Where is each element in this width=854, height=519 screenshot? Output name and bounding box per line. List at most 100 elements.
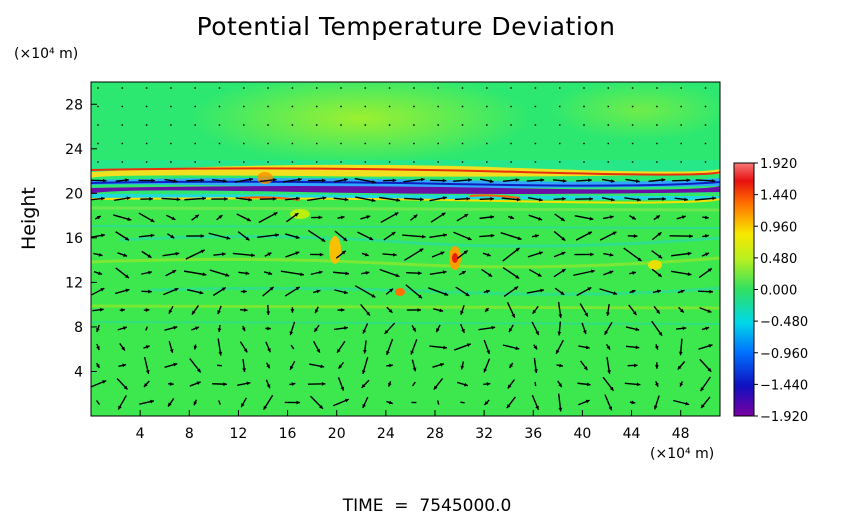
time-value: 7545000.0 [419,496,512,516]
wind-vector-head [217,310,221,315]
wind-vector-head [689,234,693,239]
wind-vector-head [295,251,300,255]
wind-vector-head [515,178,520,182]
wind-vector-head [275,233,279,238]
wind-vector-head [439,308,444,313]
x-tick-label: 20 [328,426,346,442]
y-tick-label: 24 [65,142,83,158]
wind-vector-head [486,350,490,355]
wind-vector-head [322,196,327,200]
colorbar-tick-label: −1.440 [760,378,808,393]
wind-vector-head [444,292,449,296]
wind-vector [184,197,206,201]
wind-vector [403,178,425,183]
wind-vector-head [171,216,176,220]
wind-vector-head [443,196,447,200]
wind-vector-head [443,345,448,350]
wind-vector-head [486,252,491,257]
wind-vector-head [686,178,691,183]
wind-vector-head [632,271,636,275]
wind-vector-head [369,236,374,241]
colorbar-tick-label: 0.480 [760,252,797,267]
wind-vector-head [607,370,611,374]
wind-vector-head [96,215,101,220]
wind-vector-head [704,215,709,220]
wind-vector-head [168,402,172,407]
wind-vector-head [637,257,642,261]
wind-vector-head [653,405,658,410]
wind-vector-head [585,345,590,350]
y-tick-label: 28 [65,97,83,113]
wind-vector [436,400,440,405]
wind-vector-head [685,401,690,406]
colorbar [733,162,755,417]
x-tick-label: 28 [426,426,444,442]
wind-vector-head [173,325,178,330]
wind-vector-head [687,272,692,276]
wind-vector-head [682,326,687,331]
wind-vector-head [150,233,155,238]
wind-vector-head [98,271,103,276]
wind-vector-head [194,214,199,219]
wind-vector-head [361,370,366,374]
wind-vector-head [515,274,520,279]
time-label: TIME [342,496,384,516]
wind-vector-head [319,252,324,257]
x-tick-label: 16 [279,426,297,442]
wind-vector-head [419,248,424,253]
wind-vector-head [172,270,177,274]
x-tick-label: 36 [524,426,542,442]
wind-vector-head [489,179,494,184]
wind-vector-head [532,309,537,314]
wind-vector-head [225,273,230,277]
wind-vector-head [485,289,490,294]
wind-vector-head [631,289,636,294]
wind-vector-head [609,215,614,220]
wind-vector-head [272,178,277,182]
wind-vector [502,247,520,262]
wind-vector-head [609,252,614,257]
wind-vector-head [538,216,543,221]
wind-vector-head [442,270,447,275]
wind-vector-head [460,310,464,315]
wind-vector-head [712,196,716,201]
wind-vector-head [509,363,514,368]
wind-vector-head [707,309,712,313]
colorbar-tick-label: −0.960 [760,347,808,362]
wind-vector-head [340,308,345,312]
wind-vector-head [127,217,132,221]
wind-vector-head [194,326,199,331]
wind-vector-head [344,326,348,330]
wind-vector-head [589,196,593,201]
wind-vector-head [679,308,684,313]
wind-vector-head [321,381,326,386]
wind-vector-head [145,370,150,374]
wind-vector-head [266,384,271,389]
wind-vector-head [657,232,662,237]
wind-vector-head [637,197,641,202]
time-equals: = [388,496,414,516]
time-readout: TIME = 7545000.0 [0,496,854,516]
wind-vector-head [533,345,538,350]
wind-vector-head [609,270,614,275]
wind-vector-head [589,216,594,221]
wind-vector-head [193,345,198,350]
wind-vector-head [483,368,488,373]
wind-vector-head [707,367,712,372]
x-tick-label: 8 [185,426,194,442]
wind-vector-head [709,289,713,294]
wind-vector-head [417,308,421,312]
wind-vector-head [466,343,471,347]
wind-vector-head [582,330,587,335]
colorbar-tick-label: 1.920 [760,157,797,172]
wind-vector-head [371,198,376,203]
wind-vector-head [561,251,566,256]
wind-vector-head [266,364,270,369]
wind-vector-head [490,196,494,201]
wind-vector-head [246,217,251,222]
colorbar-tick-label: 0.000 [760,284,797,299]
wind-vector [208,232,231,240]
wind-vector-head [223,382,227,387]
x-tick-label: 24 [377,426,395,442]
wind-vector-head [361,383,366,388]
